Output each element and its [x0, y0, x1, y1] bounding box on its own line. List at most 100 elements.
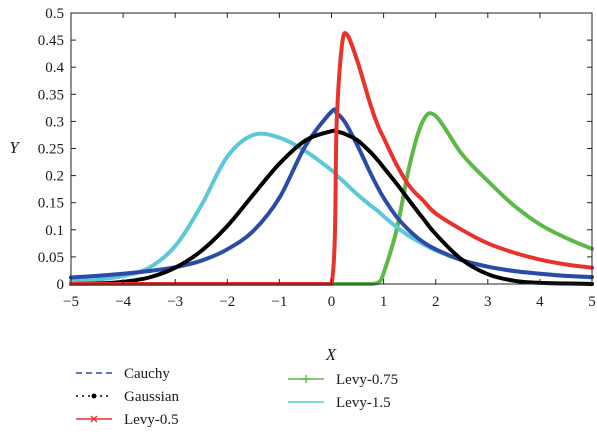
data-point	[278, 136, 281, 140]
data-point	[173, 266, 177, 270]
data-point	[356, 139, 359, 142]
legend-label: Levy-0.75	[336, 372, 398, 388]
data-point	[512, 269, 516, 273]
data-point	[335, 120, 339, 123]
data-point	[356, 144, 359, 148]
data-point	[147, 276, 151, 279]
data-point	[512, 251, 516, 255]
data-point	[486, 272, 490, 276]
legend-marker	[302, 375, 310, 383]
data-point	[538, 258, 542, 261]
data-point	[408, 185, 412, 188]
data-point	[225, 247, 229, 251]
data-point	[395, 215, 398, 219]
data-point	[395, 182, 398, 186]
x-tick-label: 4	[536, 294, 544, 310]
data-point	[421, 216, 425, 220]
data-point	[340, 178, 344, 182]
y-tick-label: 0.05	[38, 250, 64, 266]
data-point	[377, 159, 380, 163]
data-point	[278, 196, 281, 200]
data-point	[382, 271, 385, 275]
data-point	[345, 183, 349, 187]
data-point	[564, 236, 568, 240]
data-point	[199, 249, 203, 253]
data-point	[486, 179, 490, 183]
legend-marker	[91, 393, 97, 399]
x-tick-label: −5	[63, 294, 79, 310]
data-point	[538, 272, 542, 276]
legend-item-levy-1-5: Levy-1.5	[288, 395, 391, 411]
data-point	[408, 234, 412, 238]
data-point	[95, 278, 99, 282]
data-point	[251, 229, 255, 233]
legend-label: Cauchy	[124, 366, 170, 382]
plot-area	[69, 31, 594, 286]
x-tick-label: 0	[328, 294, 336, 310]
y-tick-label: 0	[57, 277, 65, 293]
data-point	[95, 274, 99, 278]
data-point	[251, 193, 255, 197]
data-point	[369, 172, 372, 175]
data-point	[340, 44, 344, 47]
legend-item-gaussian: Gaussian	[76, 389, 179, 405]
data-point	[382, 136, 385, 140]
legend-item-levy-0-75: Levy-0.75	[288, 372, 398, 388]
data-point	[460, 258, 464, 261]
data-point	[460, 228, 464, 232]
y-tick-label: 0.15	[38, 196, 64, 212]
data-point	[408, 229, 412, 233]
data-point	[340, 116, 344, 120]
data-point	[421, 198, 425, 202]
data-point	[345, 33, 349, 37]
data-point	[377, 187, 380, 191]
x-tick-label: 3	[484, 294, 492, 310]
data-point	[434, 232, 438, 236]
data-point	[147, 269, 151, 273]
data-point	[345, 124, 349, 128]
data-point	[382, 196, 385, 200]
legend-marker	[90, 415, 98, 423]
series-line-cauchy	[69, 107, 594, 280]
data-point	[251, 133, 255, 137]
series-gaussian	[69, 128, 594, 286]
data-point	[330, 110, 333, 113]
legend-item-cauchy: Cauchy	[76, 366, 170, 382]
series-cauchy	[69, 107, 594, 280]
data-point	[369, 103, 372, 107]
data-point	[369, 204, 372, 207]
data-point	[121, 272, 125, 276]
data-point	[395, 225, 398, 229]
data-point	[564, 274, 568, 278]
data-point	[225, 155, 229, 159]
data-point	[199, 259, 203, 263]
data-point	[421, 240, 425, 244]
y-tick-label: 0.2	[45, 169, 64, 185]
data-point	[225, 224, 229, 228]
data-point	[377, 125, 380, 129]
data-point	[278, 162, 281, 166]
y-tick-label: 0.45	[38, 33, 64, 49]
data-point	[382, 166, 385, 169]
data-point	[421, 120, 425, 123]
data-point	[538, 223, 542, 226]
data-point	[382, 214, 385, 218]
data-point	[486, 241, 490, 245]
series-line-levy-0-75	[69, 111, 594, 286]
x-tick-label: −1	[271, 294, 287, 310]
series-levy-0-5	[69, 31, 594, 286]
series-levy-0-75	[69, 111, 594, 286]
axes: −5 −4 −3 −2 −1 0 1 2 3 4 5 0 0.05 0.1 0.15 0.2 0.25 0.3 0.…	[38, 6, 596, 310]
data-point	[377, 281, 380, 284]
data-point	[395, 163, 398, 167]
data-point	[147, 266, 151, 270]
y-tick-label: 0.25	[38, 142, 64, 158]
data-point	[356, 193, 359, 197]
y-tick-label: 0.3	[45, 114, 64, 130]
x-tick-label: 1	[380, 294, 388, 310]
data-point	[345, 133, 349, 137]
data-point	[434, 114, 438, 118]
y-tick-label: 0.5	[45, 6, 64, 22]
plot-frame	[70, 12, 593, 285]
data-point	[377, 210, 380, 213]
